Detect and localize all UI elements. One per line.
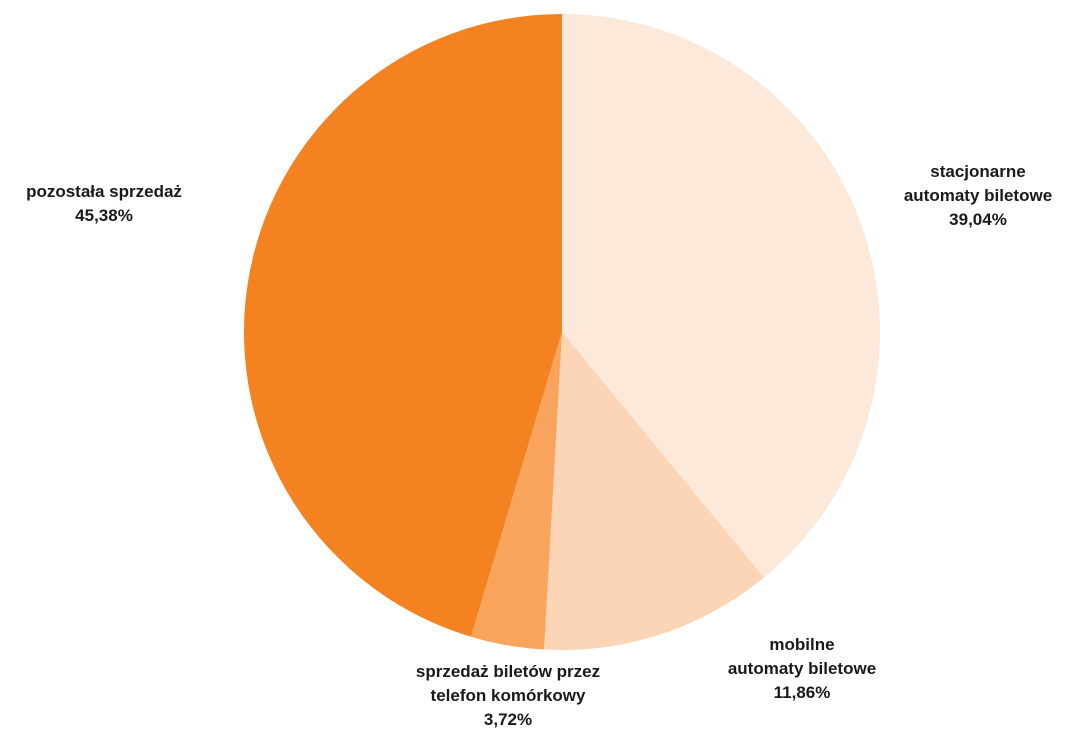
slice-value-label: 39,04% [949, 210, 1007, 229]
slice-label-line: automaty biletowe [903, 186, 1053, 205]
slice-label-line: pozostała sprzedaż [26, 182, 182, 201]
slice-label-mobilne: mobilne automaty biletowe 11,86% [728, 633, 876, 705]
pie-slice-0 [562, 14, 880, 578]
slice-label-line: telefon komórkowy [430, 686, 586, 705]
slice-label-line: mobilne [769, 635, 835, 654]
slice-value-label: 11,86% [773, 683, 831, 702]
pie-slice-1 [544, 332, 765, 650]
pie-slice-2 [470, 332, 562, 650]
slice-label-line: stacjonarne [930, 162, 1026, 181]
slice-label-line: automaty biletowe [727, 659, 877, 678]
slice-label-stacjonarne: stacjonarne automaty biletowe 39,04% [904, 160, 1052, 232]
slice-label-pozostala: pozostała sprzedaż 45,38% [26, 180, 182, 228]
slice-value-label: 45,38% [75, 206, 133, 225]
slice-label-line: sprzedaż biletów przez [415, 662, 601, 681]
slice-value-label: 3,72% [483, 710, 533, 729]
pie-slice-3 [243, 14, 562, 637]
slice-label-telefon: sprzedaż biletów przez telefon komórkowy… [416, 660, 600, 732]
